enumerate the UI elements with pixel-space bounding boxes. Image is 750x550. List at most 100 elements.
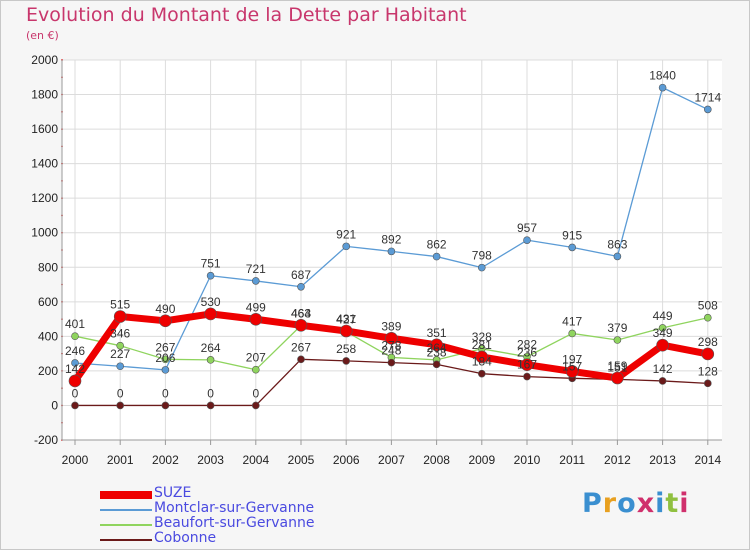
data-point — [387, 358, 396, 367]
x-tick-label: 2009 — [468, 453, 495, 467]
data-point — [71, 401, 79, 410]
data-point — [658, 377, 667, 385]
data-point — [116, 362, 124, 371]
data-label: 449 — [653, 309, 673, 323]
y-tick-label: 600 — [38, 295, 58, 309]
data-point — [523, 236, 531, 244]
data-point — [656, 338, 669, 352]
x-tick-label: 2005 — [288, 453, 315, 467]
y-tick-label: 2000 — [31, 53, 58, 67]
x-tick-label: 2008 — [423, 453, 450, 467]
data-label: 530 — [201, 295, 221, 309]
data-point — [701, 347, 715, 361]
data-label: 207 — [246, 351, 266, 365]
data-label: 463 — [291, 306, 311, 320]
legend-label-cobonne: Cobonne — [154, 530, 217, 546]
data-label: 417 — [562, 314, 582, 328]
x-tick-label: 2001 — [107, 453, 134, 467]
data-label: 227 — [110, 347, 130, 361]
data-point — [387, 247, 396, 256]
data-point — [342, 357, 351, 365]
data-label: 248 — [381, 344, 401, 358]
data-point — [252, 277, 260, 285]
data-point — [475, 350, 489, 364]
data-label: 264 — [427, 341, 447, 355]
data-point — [613, 252, 622, 261]
data-label: 464 — [291, 306, 311, 320]
data-label: 142 — [653, 362, 673, 376]
data-point — [71, 332, 79, 340]
data-point — [161, 355, 170, 364]
data-label: 863 — [607, 237, 627, 251]
data-point — [611, 371, 624, 385]
data-point — [703, 313, 712, 322]
data-label: 862 — [427, 238, 447, 252]
data-label: 515 — [110, 298, 130, 312]
data-label: 490 — [155, 302, 175, 316]
data-label: 298 — [698, 335, 718, 349]
data-label: 346 — [110, 327, 130, 341]
proxiti-logo: Proxiti — [582, 488, 690, 519]
data-label: 236 — [517, 346, 537, 360]
data-label: 206 — [155, 351, 175, 365]
x-tick-label: 2010 — [514, 453, 541, 467]
data-point — [703, 379, 712, 388]
data-label: 157 — [562, 359, 582, 373]
legend-swatch-beaufort — [100, 524, 152, 526]
data-label: 267 — [291, 340, 311, 354]
data-label: 246 — [65, 344, 85, 358]
data-label: 128 — [698, 364, 718, 378]
y-tick-label: -200 — [34, 433, 58, 447]
data-label: 389 — [381, 319, 401, 333]
data-point — [565, 365, 579, 378]
y-tick-label: 0 — [51, 398, 58, 412]
y-tick-label: 1800 — [31, 88, 58, 102]
data-label: 159 — [607, 359, 627, 373]
data-label: 401 — [65, 317, 85, 331]
legend-label-suze: SUZE — [154, 485, 192, 501]
data-label: 278 — [381, 338, 401, 352]
data-point — [113, 310, 127, 323]
data-label: 751 — [201, 257, 221, 271]
data-label: 0 — [117, 386, 124, 400]
data-label: 687 — [291, 268, 311, 282]
legend-swatch-suze — [100, 491, 152, 499]
data-point — [206, 356, 215, 364]
legend-swatch-cobonne — [100, 539, 152, 541]
data-label: 915 — [562, 228, 582, 242]
data-label: 281 — [472, 338, 492, 352]
data-point — [68, 374, 82, 388]
data-point — [703, 105, 712, 114]
x-tick-label: 2013 — [649, 453, 676, 467]
data-label: 431 — [336, 312, 356, 326]
y-tick-label: 1200 — [31, 191, 58, 205]
x-tick-label: 2014 — [694, 453, 721, 467]
data-point — [477, 369, 486, 378]
data-point — [252, 365, 260, 374]
data-label: 499 — [246, 300, 266, 314]
y-tick-label: 200 — [38, 364, 58, 378]
x-tick-label: 2007 — [378, 453, 405, 467]
data-label: 167 — [517, 358, 537, 372]
data-label: 892 — [381, 232, 401, 246]
y-tick-label: 1000 — [31, 226, 58, 240]
data-point — [339, 324, 353, 338]
data-label: 258 — [336, 342, 356, 356]
data-label: 721 — [246, 262, 266, 276]
data-point — [568, 243, 577, 252]
x-tick-label: 2012 — [604, 453, 631, 467]
data-label: 508 — [698, 299, 718, 313]
data-label: 921 — [336, 227, 356, 241]
y-tick-label: 400 — [38, 329, 58, 343]
data-point — [297, 282, 305, 291]
data-point — [204, 307, 217, 321]
x-tick-label: 2004 — [242, 453, 269, 467]
data-label: 1714 — [694, 90, 721, 104]
data-label: 264 — [201, 341, 221, 355]
data-point — [252, 401, 260, 410]
data-label: 184 — [472, 355, 492, 369]
legend-label-montclar: Montclar-sur-Gervanne — [154, 500, 315, 516]
data-label: 238 — [427, 345, 447, 359]
data-point — [520, 358, 534, 371]
data-point — [116, 341, 124, 350]
